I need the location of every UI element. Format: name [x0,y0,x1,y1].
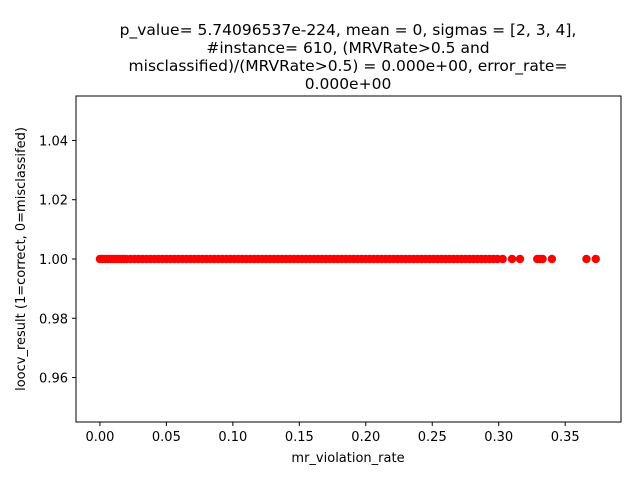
x-tick-label: 0.15 [285,430,314,445]
y-axis-label: loocv_result (1=correct, 0=misclassifed) [14,127,29,391]
x-tick-label: 0.20 [351,430,380,445]
x-tick-label: 0.00 [85,430,114,445]
y-axis-ticks: 0.96 0.98 1.00 1.02 1.04 [39,134,76,387]
chart-title-line-3: misclassified)/(MRVRate>0.5) = 0.000e+00… [129,57,568,76]
x-tick-label: 0.25 [418,430,447,445]
x-axis-label: mr_violation_rate [291,451,404,466]
data-point [582,254,591,264]
chart-title: p_value= 5.74096537e-224, mean = 0, sigm… [120,21,577,93]
x-tick-label: 0.05 [152,430,181,445]
data-point [591,254,600,264]
chart-title-line-1: p_value= 5.74096537e-224, mean = 0, sigm… [120,21,577,40]
x-tick-label: 0.30 [484,430,513,445]
x-axis-ticks: 0.00 0.05 0.10 0.15 0.20 0.25 0.30 0.35 [85,422,580,445]
y-tick-label: 0.96 [39,372,68,387]
chart-title-line-2: #instance= 610, (MRVRate>0.5 and [206,39,489,57]
y-tick-label: 1.00 [39,253,68,268]
data-point [547,254,557,264]
data-point [515,254,525,264]
data-point [498,254,507,264]
chart-title-line-4: 0.000e+00 [305,75,392,93]
data-point [507,254,517,264]
data-point [538,254,547,264]
data-points [95,254,600,264]
plot-area [75,95,622,423]
x-tick-label: 0.10 [218,430,247,445]
x-tick-label: 0.35 [551,430,580,445]
y-tick-label: 1.04 [39,134,68,149]
y-tick-label: 0.98 [39,312,68,327]
y-tick-label: 1.02 [39,194,68,209]
